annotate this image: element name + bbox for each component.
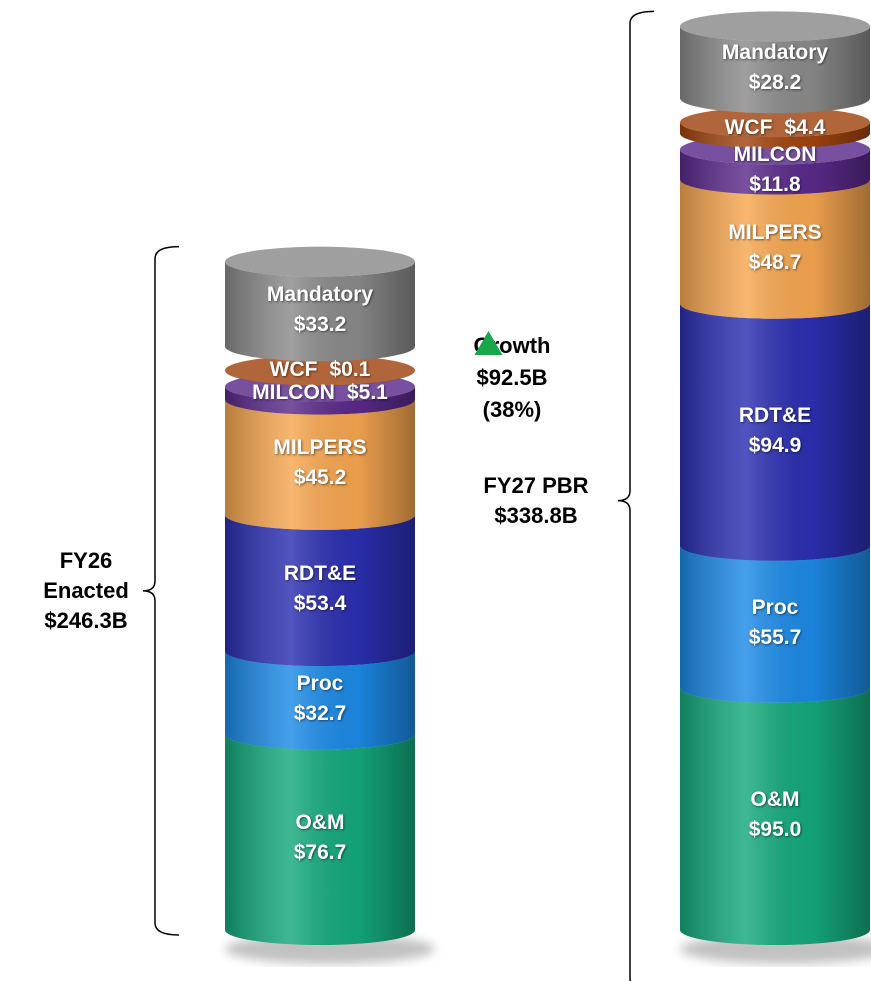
segment-name: RDT&E: [283, 561, 357, 585]
segment-name: Mandatory: [266, 283, 374, 306]
segment-label: MILPERS $48.7: [728, 218, 821, 278]
category-total: $246.3B: [44, 607, 128, 633]
segment-name: MILCON: [252, 381, 335, 405]
segment-shading: [225, 261, 415, 362]
segment-value-label: $32.7: [293, 701, 347, 725]
segment-value-label: $76.7: [293, 841, 347, 865]
segment-shading: [680, 687, 870, 945]
category-label: FY26 Enacted $246.3B: [31, 546, 141, 636]
segment-shading: [225, 399, 415, 530]
segment-value-label: $45.2: [293, 466, 347, 490]
segment-value-label: $53.4: [293, 591, 347, 615]
segment-label: MILPERS $45.2: [273, 433, 366, 493]
segment-shading: [680, 149, 870, 195]
segment-value-label: $0.1: [329, 358, 371, 382]
segment-label: WCF $4.4: [725, 113, 826, 143]
segment-label: Mandatory $33.2: [267, 280, 373, 340]
segment-shading: [680, 303, 870, 561]
segment-top-highlight: [680, 11, 870, 42]
growth-percent: (38%): [482, 397, 542, 422]
segment-top-highlight: [225, 355, 415, 386]
segment-name: Proc: [751, 595, 799, 619]
segment-top-highlight: [680, 107, 870, 138]
segment-value-label: $11.8: [749, 173, 801, 197]
segment-value-label: $94.9: [748, 433, 802, 457]
segment-name: O&M: [750, 787, 800, 811]
segment-name: WCF: [724, 115, 773, 139]
segment-value-label: $48.7: [748, 250, 802, 274]
segment-name: MILPERS: [728, 220, 822, 244]
segment-value-label: $4.4: [784, 115, 826, 139]
category-name: FY26 Enacted: [43, 547, 129, 603]
category-label: FY27 PBR $338.8B: [456, 471, 616, 531]
segment-shading: [225, 734, 415, 945]
category-total: $338.8B: [494, 502, 578, 528]
segment-label: MILCON $11.8: [734, 140, 817, 200]
segment-value-label: $55.7: [748, 625, 802, 649]
segment-name: WCF: [269, 358, 318, 382]
growth-value: $92.5B: [476, 365, 548, 390]
segment-label: O&M $76.7: [294, 808, 347, 868]
segment-value-label: $33.2: [293, 313, 347, 336]
segment-label: Mandatory $28.2: [722, 38, 828, 98]
segment-label: RDT&E $53.4: [284, 559, 356, 619]
segment-value-label: $5.1: [346, 381, 388, 405]
segment-shading: [680, 26, 870, 114]
segment-name: O&M: [295, 811, 345, 835]
segment-label: O&M $95.0: [749, 785, 802, 845]
segment-label: MILCON $5.1: [252, 378, 388, 408]
segment-shading: [225, 386, 415, 415]
segment-name: Proc: [296, 671, 344, 695]
segment-value-label: $95.0: [748, 817, 802, 841]
segment-shading: [225, 651, 415, 750]
segment-top-highlight: [225, 246, 415, 277]
segment-label: Proc $55.7: [749, 593, 802, 653]
segment-value-label: $28.2: [748, 71, 802, 95]
segment-label: Proc $32.7: [294, 669, 347, 729]
segment-shading: [680, 122, 870, 149]
segment-shading: [680, 545, 870, 703]
segment-name: RDT&E: [738, 403, 812, 427]
segment-top: [225, 246, 415, 277]
segment-top: [680, 11, 870, 42]
segment-shading: [225, 514, 415, 667]
segment-label: RDT&E $94.9: [739, 401, 811, 461]
growth-row: Growth: [474, 330, 551, 362]
segment-name: MILPERS: [273, 436, 367, 460]
bracket: [142, 245, 180, 936]
segment-shading: [680, 179, 870, 319]
segment-top: [680, 107, 870, 138]
category-name: FY27 PBR: [483, 472, 589, 498]
growth-icon: [474, 331, 503, 355]
growth-annotation: Growth $92.5B (38%): [474, 330, 551, 426]
bracket: [617, 10, 655, 981]
growth-triangle: [474, 331, 503, 355]
segment-name: MILCON: [733, 143, 817, 167]
segment-label: WCF $0.1: [270, 355, 371, 385]
segment-top: [225, 355, 415, 386]
segment-name: Mandatory: [721, 41, 829, 65]
